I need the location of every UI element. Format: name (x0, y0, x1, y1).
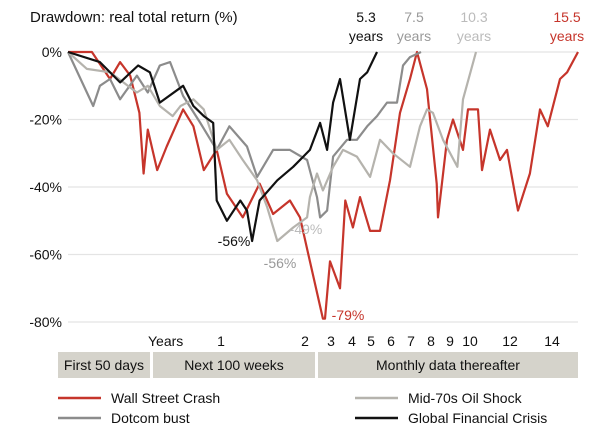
frequency-band (153, 352, 315, 378)
chart-title: Drawdown: real total return (%) (30, 9, 238, 26)
y-tick-label: -20% (29, 112, 62, 128)
series-line-1 (67, 51, 422, 219)
data-frequency-bands: First 50 days Next 100 weeks Monthly data … (58, 352, 578, 378)
trough-annotation: -56% (264, 255, 297, 271)
x-tick-label: 7 (407, 333, 415, 349)
gridlines (68, 51, 578, 323)
x-tick-label: 9 (446, 333, 454, 349)
y-tick-label: -40% (29, 179, 62, 195)
recovery-years-value: 7.5 (404, 9, 424, 25)
recovery-years-value: 10.3 (460, 9, 487, 25)
legend-label: Mid-70s Oil Shock (408, 390, 523, 406)
recovery-years-unit: years (349, 28, 383, 44)
recovery-years-unit: years (550, 28, 584, 44)
x-tick-label: 5 (367, 333, 375, 349)
trough-annotation: -56% (218, 233, 251, 249)
legend-label: Dotcom bust (111, 410, 190, 426)
y-tick-label: 0% (42, 44, 62, 60)
x-tick-label: 8 (427, 333, 435, 349)
x-tick-label: 12 (502, 333, 518, 349)
frequency-band (58, 352, 150, 378)
x-tick-label: 10 (462, 333, 478, 349)
frequency-band-label: Next 100 weeks (184, 357, 284, 373)
series-lines (67, 50, 579, 320)
series-line-0 (68, 50, 579, 320)
trough-annotation: -49% (290, 221, 323, 237)
legend-label: Wall Street Crash (111, 390, 220, 406)
x-tick-label: 6 (387, 333, 395, 349)
x-tick-label: 1 (217, 333, 225, 349)
y-axis-ticks: 0% -20% -40% -60% -80% (29, 44, 62, 330)
x-tick-label: 2 (301, 333, 309, 349)
frequency-band-label: First 50 days (64, 357, 144, 373)
trough-annotation: -79% (332, 307, 365, 323)
series-line-3 (67, 50, 378, 243)
y-tick-label: -80% (29, 314, 62, 330)
recovery-years-unit: years (457, 28, 491, 44)
legend-label: Global Financial Crisis (408, 410, 547, 426)
y-tick-label: -60% (29, 247, 62, 263)
frequency-band (318, 352, 578, 378)
recovery-years-unit: years (397, 28, 431, 44)
trough-annotations: -56% -56% -49% -79% (218, 221, 365, 323)
x-tick-label: 4 (348, 333, 356, 349)
legend: Wall Street Crash Mid-70s Oil Shock Dotcom… (58, 390, 547, 426)
x-tick-label: 3 (327, 333, 335, 349)
recovery-years-value: 15.5 (553, 9, 580, 25)
recovery-years-value: 5.3 (356, 9, 376, 25)
x-tick-label: 14 (544, 333, 560, 349)
series-line-2 (67, 51, 478, 243)
x-axis-label: Years (148, 333, 183, 349)
x-axis-ticks: 1 2 3 4 5 6 7 8 9 10 12 14 (217, 333, 560, 349)
recovery-labels: 5.3 years 7.5 years 10.3 years 15.5 years (349, 9, 584, 44)
frequency-band-label: Monthly data thereafter (376, 357, 520, 373)
